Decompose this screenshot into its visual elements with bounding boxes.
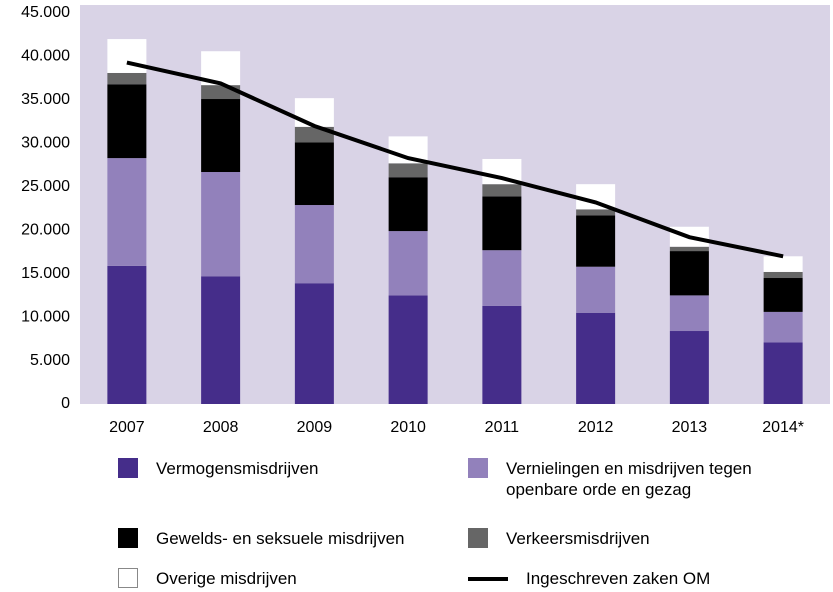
bar-segment <box>482 305 522 404</box>
bar-segment <box>763 256 803 272</box>
x-tick-label: 2007 <box>109 419 145 436</box>
y-tick-label: 0 <box>61 395 70 412</box>
x-tick-label: 2008 <box>203 419 239 436</box>
legend-item: Vermogensmisdrijven <box>118 458 468 479</box>
bar-segment <box>482 184 522 197</box>
legend-label: Verkeersmisdrijven <box>506 529 650 548</box>
x-tick-label: 2013 <box>672 419 708 436</box>
bar-segment <box>576 215 616 267</box>
bar-segment <box>107 72 147 85</box>
legend-label: Vernielingen en misdrijven tegen openbar… <box>506 459 752 499</box>
bar-segment <box>576 312 616 404</box>
bar-segment <box>201 85 241 100</box>
legend-item: Vernielingen en misdrijven tegen openbar… <box>468 458 808 500</box>
bar-segment <box>201 99 241 173</box>
x-tick-label: 2010 <box>390 419 426 436</box>
bar-segment <box>388 231 428 296</box>
legend-item: Verkeersmisdrijven <box>468 528 808 549</box>
bar-segment <box>107 39 147 73</box>
legend-swatch <box>118 568 138 588</box>
bar-segment <box>763 271 803 279</box>
bar-segment <box>669 331 709 404</box>
bar-segment <box>669 251 709 296</box>
legend-label: Gewelds- en seksuele misdrijven <box>156 529 405 548</box>
y-tick-label: 40.000 <box>21 48 70 65</box>
bar-segment <box>763 311 803 343</box>
legend-label: Vermogensmisdrijven <box>156 459 319 478</box>
y-tick-label: 25.000 <box>21 178 70 195</box>
bar-segment <box>107 84 147 159</box>
bar-segment <box>294 205 334 284</box>
y-tick-label: 20.000 <box>21 221 70 238</box>
bar-segment <box>482 250 522 306</box>
legend-item: Gewelds- en seksuele misdrijven <box>118 528 468 549</box>
y-tick-label: 10.000 <box>21 308 70 325</box>
legend-label: Ingeschreven zaken OM <box>526 569 711 588</box>
x-tick-label: 2011 <box>485 419 520 436</box>
y-tick-label: 35.000 <box>21 91 70 108</box>
legend-swatch <box>468 528 488 548</box>
bar-segment <box>763 342 803 404</box>
y-tick-label: 45.000 <box>21 4 70 21</box>
legend-swatch <box>118 528 138 548</box>
legend-swatch <box>118 458 138 478</box>
legend-item: Ingeschreven zaken OM <box>468 568 808 589</box>
y-tick-label: 30.000 <box>21 135 70 152</box>
bar-segment <box>294 98 334 127</box>
x-tick-label: 2012 <box>578 419 614 436</box>
y-tick-label: 15.000 <box>21 265 70 282</box>
legend-item: Overige misdrijven <box>118 568 468 589</box>
bar-segment <box>669 295 709 332</box>
legend-label: Overige misdrijven <box>156 569 297 588</box>
bar-segment <box>388 295 428 404</box>
bar-segment <box>107 265 147 404</box>
bar-segment <box>107 158 147 266</box>
chart: 0 5.000 10.000 15.000 20.000 25.000 30.000 35.0… <box>21 4 830 436</box>
bar-segment <box>669 246 709 252</box>
x-tick-label: 2014* <box>762 419 804 436</box>
y-tick-label: 5.000 <box>30 352 70 369</box>
x-tick-label: 2009 <box>297 419 333 436</box>
legend-swatch <box>468 577 508 581</box>
bar-segment <box>482 196 522 251</box>
bar-segment <box>201 276 241 404</box>
plot-background <box>80 5 830 404</box>
line-series <box>126 60 784 259</box>
bar-segment <box>576 266 616 313</box>
bar-segment <box>576 209 616 216</box>
bar-segment <box>763 278 803 312</box>
bar-segment <box>294 142 334 206</box>
bar-segment <box>388 163 428 178</box>
bar-segment <box>388 177 428 232</box>
bar-segment <box>201 172 241 277</box>
bar-segment <box>294 283 334 404</box>
legend-swatch <box>468 458 488 478</box>
